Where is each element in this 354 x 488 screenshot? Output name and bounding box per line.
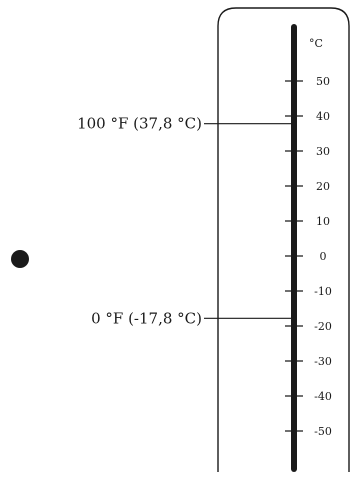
scale-ticks: [285, 80, 303, 432]
scale-label: 0: [320, 250, 327, 263]
thermometer-frame: [217, 7, 350, 472]
scale-label: -40: [314, 390, 332, 403]
scale-label: 50: [316, 75, 330, 88]
scale-label: 20: [316, 180, 330, 193]
scale-labels: 50 40 30 20 10 0 -10 -20 -30 -40 -50: [314, 75, 332, 438]
scale-label: 40: [316, 110, 330, 123]
dot-marker: [11, 250, 29, 268]
callout-label: 100 °F (37,8 °C): [77, 115, 202, 133]
thermometer-column: [291, 24, 297, 472]
scale-label: -20: [314, 320, 332, 333]
scale-label: 30: [316, 145, 330, 158]
callouts: 100 °F (37,8 °C) 0 °F (-17,8 °C): [77, 115, 294, 327]
scale-label: -50: [314, 425, 332, 438]
scale-label: 10: [316, 215, 330, 228]
scale-label: -30: [314, 355, 332, 368]
scale-label: -10: [314, 285, 332, 298]
callout-label: 0 °F (-17,8 °C): [91, 309, 202, 327]
unit-label: °C: [309, 37, 323, 50]
